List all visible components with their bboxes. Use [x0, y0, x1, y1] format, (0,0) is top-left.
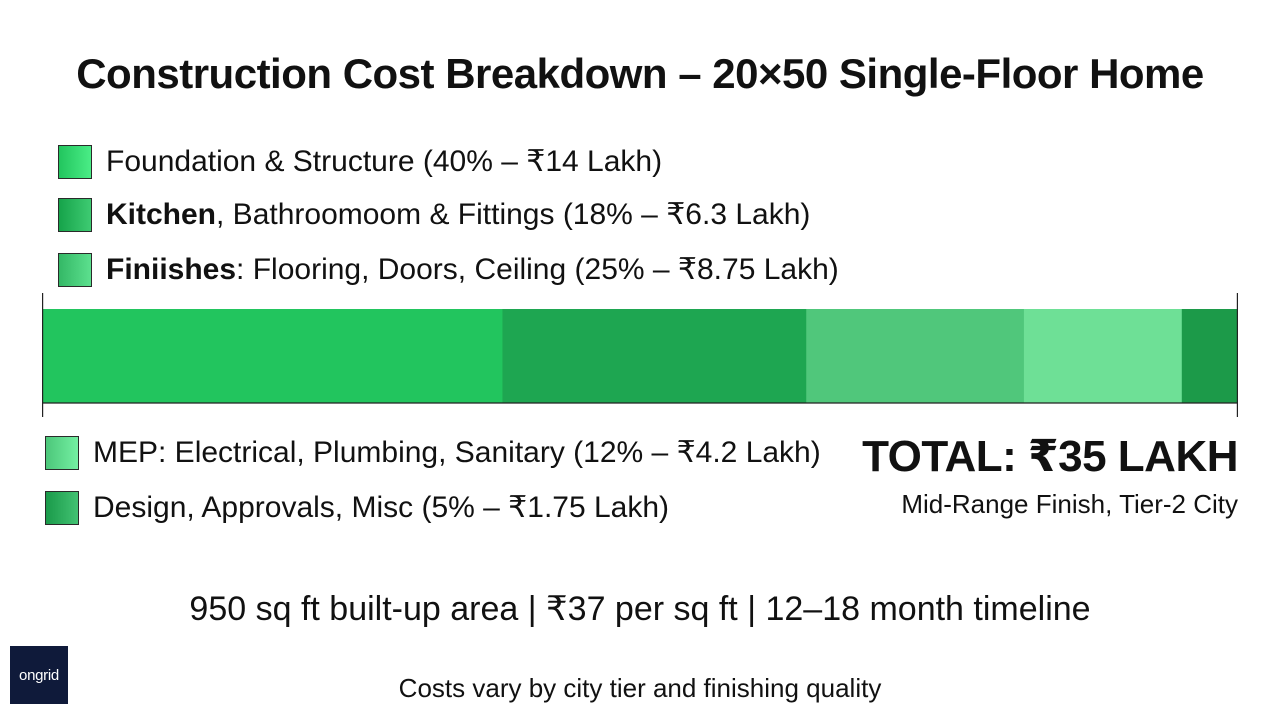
legend-swatch-finishes — [58, 253, 92, 287]
legend-item-kitchen: Kitchen, Bathroomoom & Fittings (18% – ₹… — [58, 197, 810, 233]
total-subtitle: Mid-Range Finish, Tier-2 City — [901, 489, 1238, 519]
legend-label-finishes: Finiishes: Flooring, Doors, Ceiling (25%… — [106, 252, 839, 288]
legend-label-foundation: Foundation & Structure (40% – ₹14 Lakh) — [106, 144, 662, 180]
legend-label-bold: Kitchen — [106, 198, 217, 231]
stacked-bar-chart — [42, 293, 1238, 417]
footnote: Costs vary by city tier and finishing qu… — [398, 673, 882, 703]
legend-label-text: , Bathroomoom & Fittings (18% – ₹6.3 Lak… — [216, 198, 811, 231]
stats-line: 950 sq ft built-up area | ₹37 per sq ft … — [189, 590, 1091, 628]
legend-label-design: Design, Approvals, Misc (5% – ₹1.75 Lakh… — [93, 490, 669, 526]
legend-label-text: : Flooring, Doors, Ceiling (25% – ₹8.75 … — [236, 253, 839, 286]
ongrid-logo: ongrid — [10, 646, 68, 704]
legend-item-design: Design, Approvals, Misc (5% – ₹1.75 Lakh… — [45, 490, 669, 526]
legend-swatch-mep — [45, 436, 79, 470]
total-block: TOTAL: ₹35 LAKH Mid-Range Finish, Tier-2… — [862, 430, 1238, 520]
legend-item-finishes: Finiishes: Flooring, Doors, Ceiling (25%… — [58, 252, 839, 288]
total-label: TOTAL: ₹35 LAKH — [862, 432, 1238, 481]
legend-label-bold: Finiishes — [106, 253, 237, 286]
legend-item-mep: MEP: Electrical, Plumbing, Sanitary (12%… — [45, 435, 821, 471]
bar-segment-foundation-structure — [42, 309, 503, 403]
chart-title: Construction Cost Breakdown – 20×50 Sing… — [76, 50, 1204, 97]
bar-segment-kitchen-bathroom-fittings — [502, 309, 807, 403]
stacked-bar-svg — [42, 293, 1238, 417]
legend-item-foundation: Foundation & Structure (40% – ₹14 Lakh) — [58, 144, 662, 180]
legend-swatch-foundation — [58, 145, 92, 179]
legend-label-text: MEP: Electrical, Plumbing, Sanitary (12%… — [93, 436, 821, 469]
bar-segment-design-approvals-misc — [1181, 309, 1238, 403]
legend-swatch-design — [45, 491, 79, 525]
bar-segment-finishes — [806, 309, 1025, 403]
legend-swatch-kitchen — [58, 198, 92, 232]
legend-label-text: Design, Approvals, Misc (5% – ₹1.75 Lakh… — [93, 491, 670, 524]
legend-label-kitchen: Kitchen, Bathroomoom & Fittings (18% – ₹… — [106, 197, 810, 233]
legend-label-text: Foundation & Structure (40% – ₹14 Lakh) — [106, 145, 663, 178]
bar-segment-mep — [1023, 309, 1183, 403]
legend-label-mep: MEP: Electrical, Plumbing, Sanitary (12%… — [93, 435, 821, 471]
